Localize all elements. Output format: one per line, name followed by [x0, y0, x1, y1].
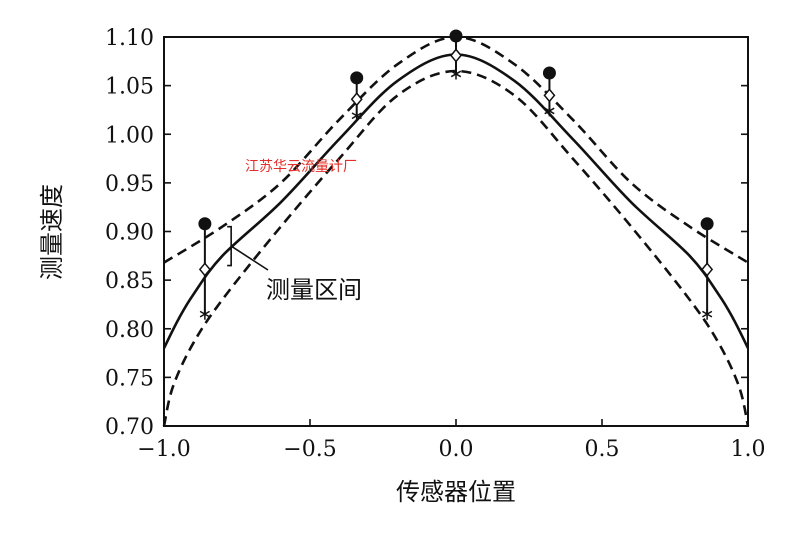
- y-tick-label: 0.75: [105, 366, 154, 391]
- mid-diamond-marker: [350, 92, 363, 107]
- mid-diamond-marker: [543, 88, 556, 103]
- lower-dashed-curve: [162, 69, 750, 427]
- x-tick-label: 0.5: [585, 437, 620, 462]
- y-tick-label: 1.10: [105, 26, 154, 51]
- annotation-leader-line: [230, 245, 269, 271]
- max-dot-marker: [198, 217, 212, 231]
- y-tick-label: 0.80: [105, 318, 154, 343]
- curves: [162, 35, 750, 427]
- min-star-marker: [351, 110, 362, 122]
- min-star-marker: [544, 105, 555, 117]
- x-tick-label: −0.5: [283, 437, 336, 462]
- mid-diamond-marker: [701, 262, 714, 277]
- y-tick-label: 0.90: [105, 221, 154, 246]
- markers: [198, 29, 714, 320]
- range-bracket: [227, 225, 232, 267]
- max-dot-marker: [542, 66, 556, 80]
- y-tick-label: 0.95: [105, 172, 154, 197]
- y-tick-label: 1.00: [105, 123, 154, 148]
- x-axis-title: 传感器位置: [396, 478, 516, 506]
- x-tick-label: 1.0: [731, 437, 766, 462]
- max-dot-marker: [350, 71, 364, 85]
- max-dot-marker: [700, 217, 714, 231]
- y-axis-ticks: 0.70 0.75 0.80 0.85 0.90 0.95 1.00 1.05 1.10: [105, 26, 748, 440]
- x-tick-label: −1.0: [137, 437, 190, 462]
- y-tick-label: 1.05: [105, 75, 154, 100]
- min-star-marker: [702, 308, 713, 320]
- max-dot-marker: [449, 29, 463, 43]
- plot-frame: [163, 36, 749, 427]
- y-tick-label: 0.70: [105, 415, 154, 440]
- annotation-label: 测量区间: [266, 276, 362, 304]
- x-tick-label: 0.0: [439, 437, 474, 462]
- mid-diamond-marker: [198, 262, 211, 277]
- min-star-marker: [199, 308, 210, 320]
- mid-diamond-marker: [450, 48, 462, 63]
- y-axis-title: 测量速度: [38, 184, 66, 280]
- annotation-group: 测量区间: [227, 225, 362, 304]
- x-axis-ticks: −1.0 −0.5 0.0 0.5 1.0: [137, 419, 766, 462]
- center-solid-curve: [162, 53, 750, 349]
- watermark: 江苏华云流量计厂: [245, 159, 357, 175]
- min-star-marker: [450, 68, 462, 80]
- y-tick-label: 0.85: [105, 269, 154, 294]
